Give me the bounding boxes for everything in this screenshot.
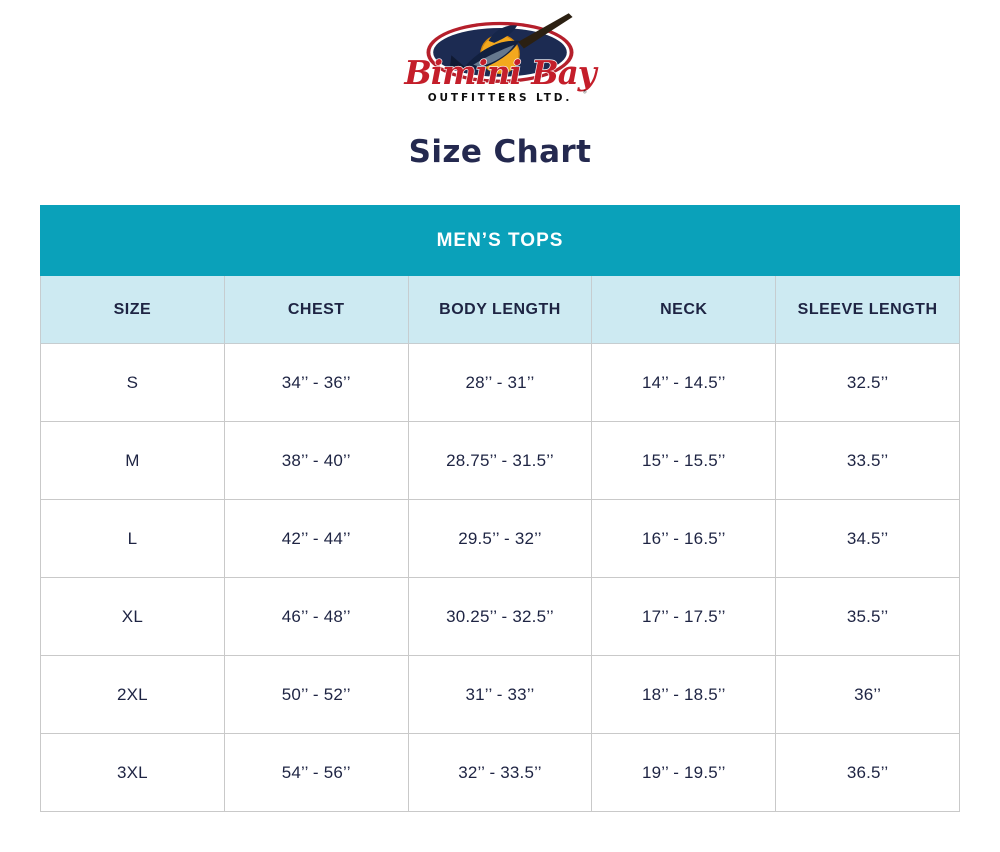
sleeve-length-cell: 36.5’’ [775,733,960,812]
table-row-l: L 42’’ - 44’’ 29.5’’ - 32’’ 16’’ - 16.5’… [40,499,960,578]
neck-cell: 15’’ - 15.5’’ [591,421,777,500]
table-row-2xl: 2XL 50’’ - 52’’ 31’’ - 33’’ 18’’ - 18.5’… [40,655,960,734]
size-cell: 3XL [40,733,225,812]
body-length-cell: 29.5’’ - 32’’ [407,499,593,578]
column-header-row: SIZE CHEST BODY LENGTH NECK SLEEVE LENGT… [40,275,960,344]
sleeve-length-cell: 35.5’’ [775,577,960,656]
column-header-neck: NECK [591,275,777,344]
body-length-cell: 31’’ - 33’’ [407,655,593,734]
column-header-size: SIZE [40,275,225,344]
table-row-xl: XL 46’’ - 48’’ 30.25’’ - 32.5’’ 17’’ - 1… [40,577,960,656]
logo-container: Bimini Bay OUTFITTERS LTD. ® [0,0,1000,108]
size-cell: XL [40,577,225,656]
chest-cell: 54’’ - 56’’ [223,733,409,812]
logo-script-text: Bimini Bay [403,54,598,92]
sleeve-length-cell: 32.5’’ [775,343,960,422]
chest-cell: 50’’ - 52’’ [223,655,409,734]
sleeve-length-cell: 33.5’’ [775,421,960,500]
neck-cell: 16’’ - 16.5’’ [591,499,777,578]
chest-cell: 42’’ - 44’’ [223,499,409,578]
page-title: Size Chart [408,134,592,170]
neck-cell: 14’’ - 14.5’’ [591,343,777,422]
brand-logo: Bimini Bay OUTFITTERS LTD. ® [403,13,600,104]
neck-cell: 17’’ - 17.5’’ [591,577,777,656]
neck-cell: 18’’ - 18.5’’ [591,655,777,734]
marlin-icon [449,13,573,72]
logo-subtext: OUTFITTERS LTD. [428,92,573,104]
size-cell: L [40,499,225,578]
size-cell: S [40,343,225,422]
body-length-cell: 28’’ - 31’’ [407,343,593,422]
body-length-cell: 30.25’’ - 32.5’’ [407,577,593,656]
table-row-s: S 34’’ - 36’’ 28’’ - 31’’ 14’’ - 14.5’’ … [40,343,960,422]
neck-cell: 19’’ - 19.5’’ [591,733,777,812]
body-length-cell: 32’’ - 33.5’’ [407,733,593,812]
size-cell: M [40,421,225,500]
chest-cell: 34’’ - 36’’ [223,343,409,422]
table-title: MEN’S TOPS [40,205,960,276]
body-length-cell: 28.75’’ - 31.5’’ [407,421,593,500]
size-table: MEN’S TOPS SIZE CHEST BODY LENGTH NECK S… [40,205,960,812]
size-table-container: MEN’S TOPS SIZE CHEST BODY LENGTH NECK S… [40,205,960,812]
column-header-sleeve-length: SLEEVE LENGTH [775,275,960,344]
size-cell: 2XL [40,655,225,734]
column-header-body-length: BODY LENGTH [407,275,593,344]
chest-cell: 46’’ - 48’’ [223,577,409,656]
sleeve-length-cell: 34.5’’ [775,499,960,578]
logo-reg-mark: ® [583,88,587,95]
column-header-chest: CHEST [223,275,409,344]
chest-cell: 38’’ - 40’’ [223,421,409,500]
table-row-m: M 38’’ - 40’’ 28.75’’ - 31.5’’ 15’’ - 15… [40,421,960,500]
table-row-3xl: 3XL 54’’ - 56’’ 32’’ - 33.5’’ 19’’ - 19.… [40,733,960,812]
table-title-band: MEN’S TOPS [40,205,960,276]
bottom-spacer [0,812,1000,852]
sleeve-length-cell: 36’’ [775,655,960,734]
